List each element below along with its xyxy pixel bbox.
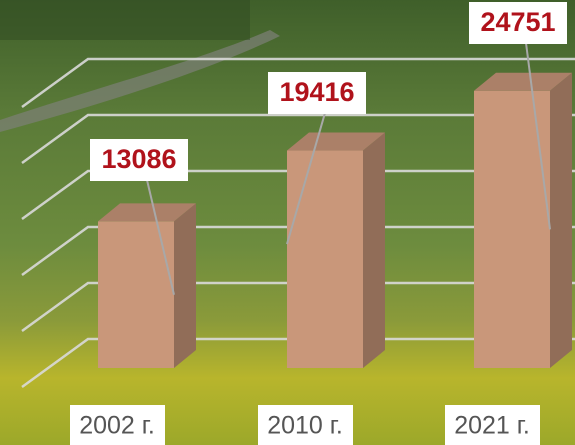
bar-top: [98, 203, 196, 222]
bar: [98, 221, 174, 368]
category-label-box: [445, 405, 540, 445]
grid-line: [21, 337, 575, 389]
bar-side: [174, 203, 196, 368]
grid-line: [21, 169, 575, 221]
trees: [0, 0, 250, 40]
bar-side: [550, 72, 572, 368]
x-tick-label: 2010 г.: [267, 412, 343, 440]
category-label-box: [70, 405, 165, 445]
leader-line: [146, 179, 175, 295]
grid-line: [21, 225, 575, 277]
value-label-box: [90, 139, 188, 181]
leader-line: [286, 112, 326, 245]
grid-line: [21, 281, 575, 333]
value-label: 24751: [480, 7, 555, 37]
bar: [474, 90, 550, 368]
value-label-box: [268, 72, 366, 114]
category-label-box: [258, 405, 353, 445]
grid-line: [21, 113, 575, 165]
x-tick-label: 2021 г.: [454, 412, 530, 440]
value-label: 19416: [279, 77, 354, 107]
x-tick-label: 2002 г.: [79, 412, 155, 440]
bar: [287, 150, 363, 368]
bar-side: [363, 132, 385, 368]
bar-top: [287, 132, 385, 151]
bar-top: [474, 72, 572, 91]
leader-line: [525, 42, 551, 230]
value-label: 13086: [101, 144, 176, 174]
grid-line: [21, 57, 575, 109]
value-label-box: [469, 2, 567, 44]
road: [0, 30, 280, 132]
